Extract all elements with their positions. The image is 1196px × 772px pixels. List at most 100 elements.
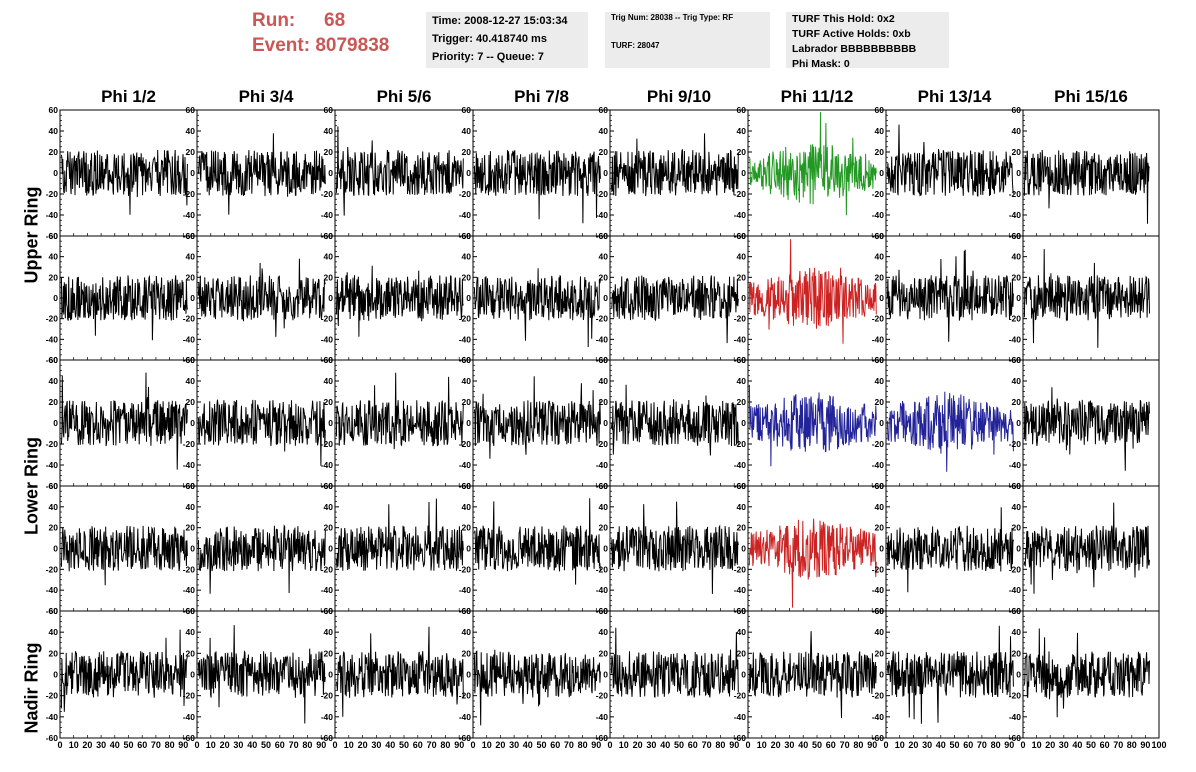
y-tick-label: -20 — [459, 314, 472, 324]
turf-active-text: TURF Active Holds: 0xb — [792, 28, 911, 40]
event-value: 8079838 — [315, 35, 390, 56]
x-tick-label: 20 — [633, 740, 643, 750]
y-tick-label: 60 — [462, 105, 472, 115]
x-tick-label: 10 — [206, 740, 216, 750]
y-tick-label: -40 — [596, 460, 609, 470]
y-tick-label: 60 — [324, 231, 334, 241]
y-tick-label: 40 — [599, 126, 609, 136]
y-tick-label: -20 — [596, 691, 609, 701]
x-tick-label: 0 — [332, 740, 337, 750]
y-tick-label: 0 — [190, 418, 195, 428]
y-tick-label: 20 — [462, 523, 472, 533]
y-tick-label: -40 — [183, 585, 196, 595]
y-tick-label: 40 — [1012, 502, 1022, 512]
y-tick-label: 40 — [875, 126, 885, 136]
waveform-trace — [60, 372, 188, 470]
y-tick-label: 40 — [186, 502, 196, 512]
waveform-panel-r1-c0: 60 40 20 0 -20 -40 -60 — [46, 231, 198, 365]
y-tick-label: 40 — [599, 252, 609, 262]
y-tick-label: 40 — [186, 126, 196, 136]
x-tick-label: 70 — [427, 740, 437, 750]
y-tick-label: -20 — [46, 314, 59, 324]
y-tick-label: 0 — [53, 670, 58, 680]
y-tick-label: 40 — [737, 627, 747, 637]
y-tick-label: 20 — [49, 272, 59, 282]
x-tick-label: 10 — [1032, 740, 1042, 750]
x-tick-label: 30 — [371, 740, 381, 750]
y-tick-label: 40 — [1012, 252, 1022, 262]
column-title-phi-9-10: Phi 9/10 — [646, 87, 712, 106]
y-tick-label: 40 — [1012, 126, 1022, 136]
y-tick-label: -40 — [734, 585, 747, 595]
x-tick-label: 0 — [883, 740, 888, 750]
y-tick-label: -40 — [321, 460, 334, 470]
y-tick-label: 20 — [49, 523, 59, 533]
x-tick-label: 100 — [1151, 740, 1166, 750]
y-tick-label: -60 — [872, 733, 885, 743]
run-event-header: Run: 68 Event: 8079838 — [252, 8, 422, 68]
time-text: Time: 2008-12-27 15:03:34 — [432, 15, 568, 27]
y-tick-label: 20 — [49, 147, 59, 157]
waveform-panel-r4-c3: 60 40 20 0 -20 -40 -60 — [459, 606, 611, 743]
y-tick-label: -20 — [46, 439, 59, 449]
x-tick-label: 60 — [275, 740, 285, 750]
y-tick-label: -20 — [1009, 691, 1022, 701]
y-tick-label: 20 — [186, 397, 196, 407]
y-tick-label: 20 — [599, 397, 609, 407]
y-tick-label: -40 — [183, 210, 196, 220]
y-tick-label: -40 — [321, 712, 334, 722]
y-tick-label: -40 — [459, 585, 472, 595]
y-tick-label: 20 — [1012, 147, 1022, 157]
waveform-panel-r4-c4: 60 40 20 0 -20 -40 -60 — [596, 606, 749, 743]
x-tick-label: 80 — [715, 740, 725, 750]
x-tick-label: 20 — [220, 740, 230, 750]
x-tick-label: 20 — [495, 740, 505, 750]
column-title-phi-13-14: Phi 13/14 — [917, 87, 992, 106]
y-tick-label: -20 — [183, 691, 196, 701]
x-tick-label: 10 — [482, 740, 492, 750]
y-tick-label: 0 — [190, 293, 195, 303]
y-tick-label: 20 — [462, 147, 472, 157]
y-tick-label: 20 — [875, 648, 885, 658]
y-tick-label: 0 — [328, 168, 333, 178]
y-tick-label: 20 — [186, 648, 196, 658]
x-tick-label: 10 — [895, 740, 905, 750]
y-tick-label: -20 — [872, 564, 885, 574]
y-tick-label: 20 — [324, 648, 334, 658]
waveform-trace — [748, 384, 877, 467]
y-tick-label: -40 — [1009, 585, 1022, 595]
x-tick-label: 50 — [674, 740, 684, 750]
phi-mask-text: Phi Mask: 0 — [792, 58, 850, 70]
waveform-trace — [473, 376, 601, 459]
y-tick-label: -40 — [46, 712, 59, 722]
y-tick-label: -40 — [459, 712, 472, 722]
event-label: Event: — [252, 35, 311, 56]
y-tick-label: 40 — [599, 376, 609, 386]
y-tick-label: 0 — [1016, 670, 1021, 680]
y-tick-label: 40 — [737, 376, 747, 386]
waveform-panel-r4-c6: 60 40 20 0 -20 -40 -60 — [872, 606, 1024, 743]
y-tick-label: -20 — [872, 439, 885, 449]
y-tick-label: -40 — [183, 712, 196, 722]
x-tick-label: 40 — [936, 740, 946, 750]
y-tick-label: -40 — [596, 585, 609, 595]
y-tick-label: 40 — [324, 376, 334, 386]
y-tick-label: 60 — [49, 355, 59, 365]
x-tick-label: 0 — [470, 740, 475, 750]
waveform-trace — [610, 627, 739, 698]
y-tick-label: 40 — [1012, 627, 1022, 637]
waveform-trace — [197, 399, 326, 466]
y-tick-label: -40 — [321, 210, 334, 220]
labrador-text: Labrador BBBBBBBBBB — [792, 43, 917, 55]
y-tick-label: 0 — [53, 418, 58, 428]
x-tick-label: 60 — [413, 740, 423, 750]
y-tick-label: 40 — [49, 376, 59, 386]
y-tick-label: -60 — [46, 733, 59, 743]
